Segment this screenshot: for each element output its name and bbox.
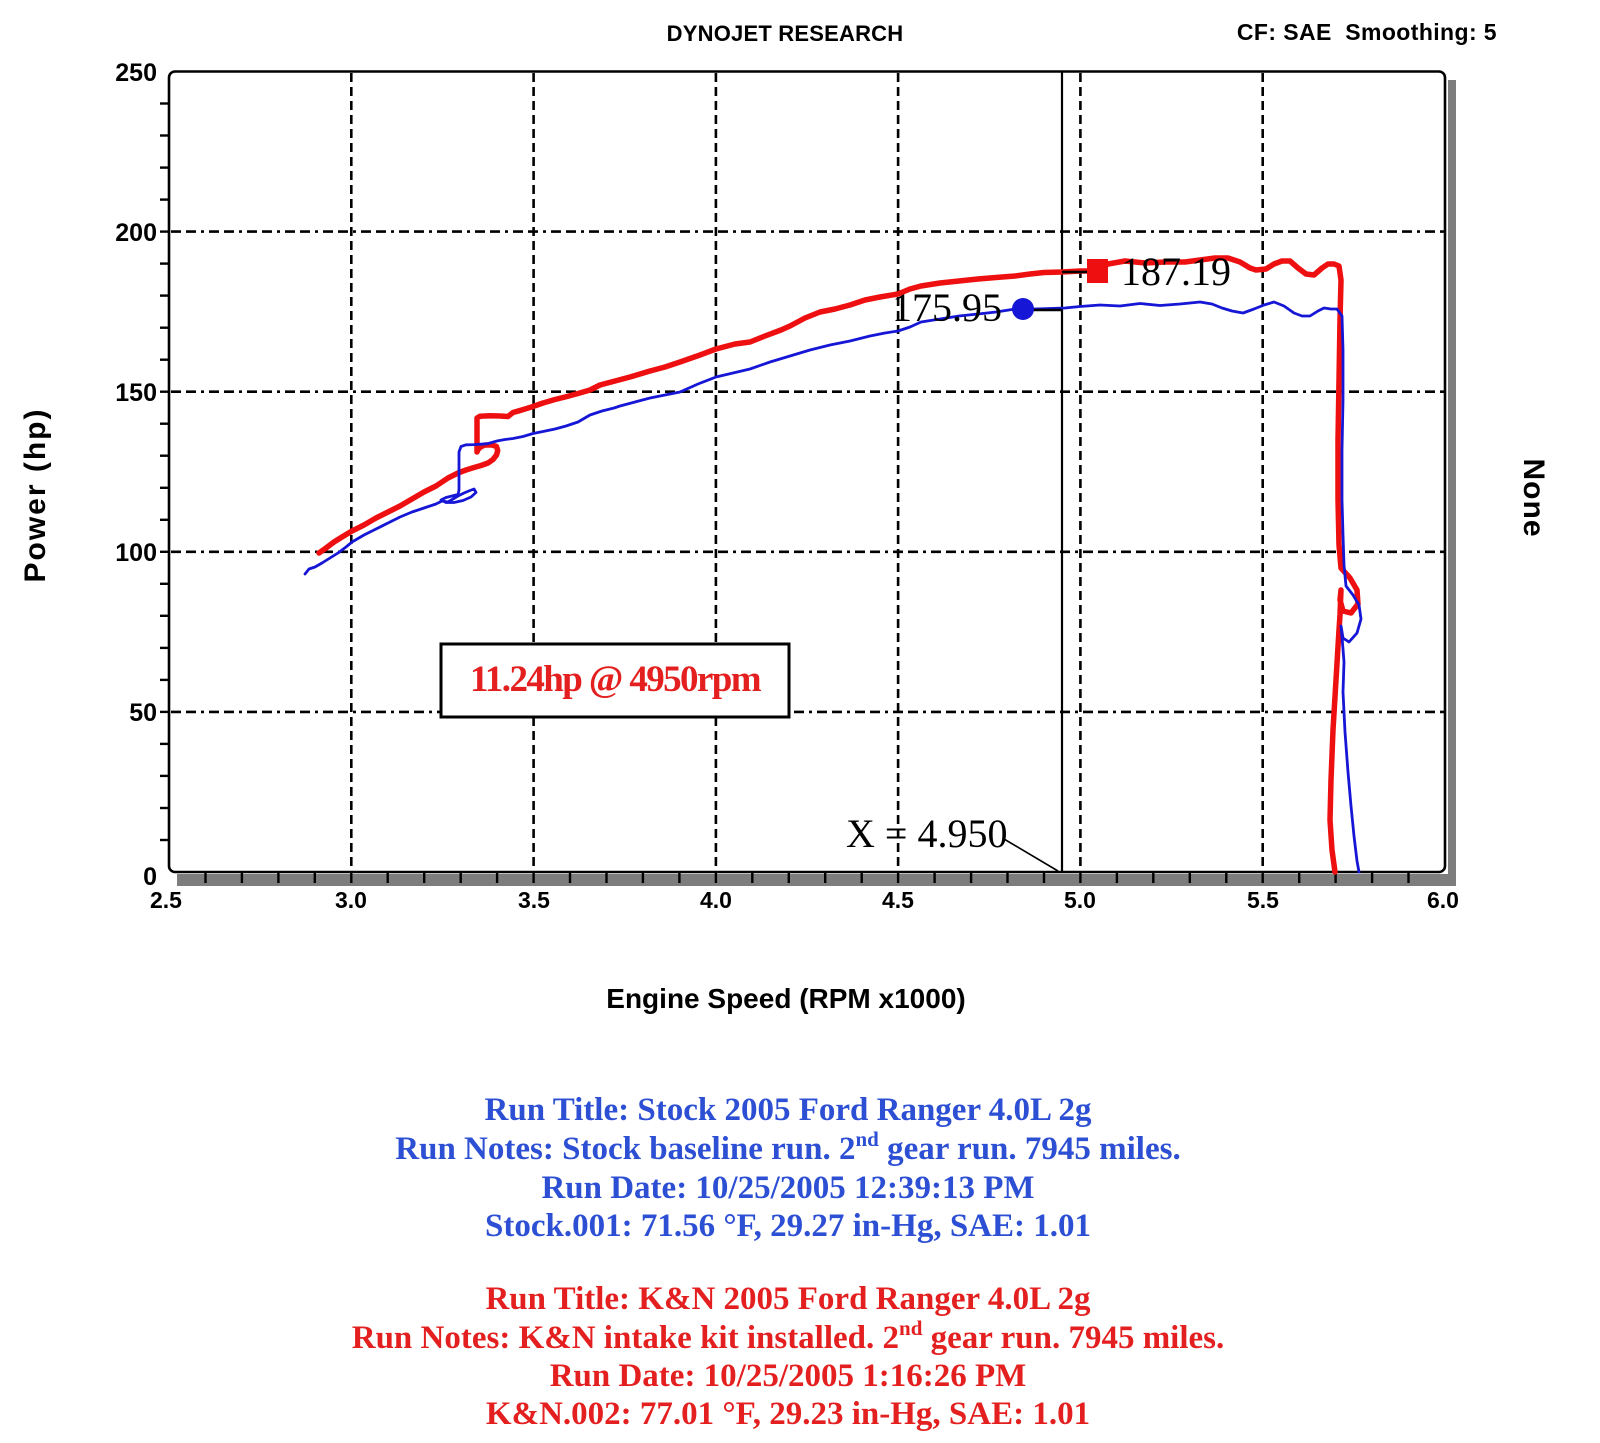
svg-text:2.5: 2.5 <box>150 887 182 913</box>
svg-text:11.24hp @ 4950rpm: 11.24hp @ 4950rpm <box>470 659 762 700</box>
svg-text:X = 4.950: X = 4.950 <box>846 811 1007 856</box>
svg-text:None: None <box>1517 459 1550 538</box>
svg-text:4.5: 4.5 <box>882 887 914 913</box>
svg-text:3.5: 3.5 <box>518 887 550 913</box>
svg-text:5.0: 5.0 <box>1064 887 1096 913</box>
svg-text:Stock.001: 71.56 °F, 29.27 in-: Stock.001: 71.56 °F, 29.27 in-Hg, SAE: 1… <box>485 1208 1091 1244</box>
svg-text:K&N.002: 77.01 °F, 29.23 in-Hg: K&N.002: 77.01 °F, 29.23 in-Hg, SAE: 1.0… <box>486 1396 1090 1432</box>
svg-text:Run Notes: Stock baseline run.: Run Notes: Stock baseline run. 2nd gear … <box>395 1127 1180 1167</box>
svg-text:175.95: 175.95 <box>892 285 1002 330</box>
svg-text:100: 100 <box>115 539 157 567</box>
svg-text:187.19: 187.19 <box>1121 249 1231 294</box>
svg-text:DYNOJET RESEARCH: DYNOJET RESEARCH <box>667 21 904 46</box>
svg-text:5.5: 5.5 <box>1247 887 1279 913</box>
svg-text:50: 50 <box>129 699 157 727</box>
svg-text:3.0: 3.0 <box>335 887 367 913</box>
svg-text:200: 200 <box>115 219 157 247</box>
svg-text:6.0: 6.0 <box>1427 887 1459 913</box>
svg-text:250: 250 <box>115 59 157 87</box>
svg-text:Run Notes: K&N intake kit inst: Run Notes: K&N intake kit installed. 2nd… <box>352 1316 1225 1356</box>
svg-text:4.0: 4.0 <box>700 887 732 913</box>
svg-text:Run Title: Stock 2005 Ford Ran: Run Title: Stock 2005 Ford Ranger 4.0L 2… <box>485 1092 1092 1128</box>
svg-text:Power (hp): Power (hp) <box>19 408 52 583</box>
svg-text:Engine Speed (RPM x1000): Engine Speed (RPM x1000) <box>606 983 965 1014</box>
svg-text:0: 0 <box>143 863 157 891</box>
svg-text:Run Title: K&N 2005 Ford Range: Run Title: K&N 2005 Ford Ranger 4.0L 2g <box>485 1281 1091 1317</box>
svg-text:Run Date: 10/25/2005 12:39:13: Run Date: 10/25/2005 12:39:13 PM <box>541 1170 1034 1206</box>
svg-text:CF: SAE Smoothing: 5: CF: SAE Smoothing: 5 <box>1237 19 1497 45</box>
svg-text:150: 150 <box>115 379 157 407</box>
svg-text:Run Date: 10/25/2005 1:16:26 P: Run Date: 10/25/2005 1:16:26 PM <box>550 1358 1027 1394</box>
